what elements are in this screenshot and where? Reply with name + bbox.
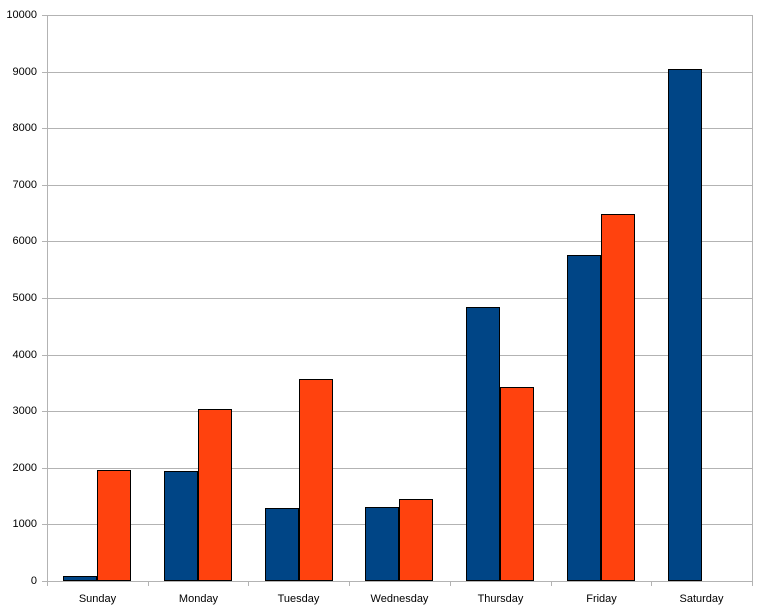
y-axis-tick [42,128,47,129]
bar-tuesday-series-1 [265,508,299,581]
bar-friday-series-2 [601,214,635,581]
plot-right-border [752,15,753,581]
bar-thursday-series-1 [466,307,500,581]
bar-monday-series-2 [198,409,232,581]
x-axis-tick [349,581,350,586]
y-axis-tick [42,355,47,356]
gridline [47,185,752,186]
y-axis-tick-label: 7000 [12,179,37,191]
y-axis-tick-label: 8000 [12,122,37,134]
x-axis-category-label: Friday [586,593,617,605]
x-axis-category-label: Saturday [679,593,724,605]
y-axis-tick [42,185,47,186]
x-axis-tick [651,581,652,586]
x-axis-category-label: Monday [178,593,219,605]
x-axis-tick [752,581,753,586]
x-axis-category-label: Thursday [477,593,524,605]
y-axis-tick-label: 3000 [12,405,37,417]
x-axis-category-label: Tuesday [277,593,320,605]
gridline [47,72,752,73]
x-axis-tick [248,581,249,586]
bar-thursday-series-2 [500,387,534,581]
x-axis-category-label: Wednesday [370,593,429,605]
y-axis-tick [42,468,47,469]
y-axis-line [47,15,48,586]
x-axis-category-label: Sunday [78,593,117,605]
bar-friday-series-1 [567,255,601,581]
y-axis-tick-label: 2000 [12,462,37,474]
y-axis-tick [42,524,47,525]
gridline [47,15,752,16]
y-axis-tick [42,298,47,299]
y-axis-tick [42,581,47,582]
y-axis-tick-label: 0 [30,575,37,587]
y-axis-tick-label: 10000 [6,9,37,21]
y-axis-tick-label: 4000 [12,349,37,361]
y-axis-tick [42,241,47,242]
y-axis-tick [42,15,47,16]
bar-wednesday-series-1 [365,507,399,581]
y-axis-tick [42,72,47,73]
y-axis-tick-label: 6000 [12,235,37,247]
x-axis-tick [450,581,451,586]
x-axis-tick [551,581,552,586]
gridline [47,468,752,469]
bar-tuesday-series-2 [299,379,333,581]
x-axis-line [47,581,753,582]
gridline [47,298,752,299]
bar-monday-series-1 [164,471,198,581]
y-axis-tick-label: 9000 [12,66,37,78]
bar-saturday-series-1 [668,69,702,581]
x-axis-tick [47,581,48,586]
bar-sunday-series-1 [63,576,97,581]
gridline [47,128,752,129]
gridline [47,355,752,356]
x-axis-tick [148,581,149,586]
gridline [47,241,752,242]
bar-wednesday-series-2 [399,499,433,581]
y-axis-tick-label: 1000 [12,518,37,530]
gridline [47,411,752,412]
y-axis-tick-label: 5000 [12,292,37,304]
bar-sunday-series-2 [97,470,131,581]
y-axis-tick [42,411,47,412]
